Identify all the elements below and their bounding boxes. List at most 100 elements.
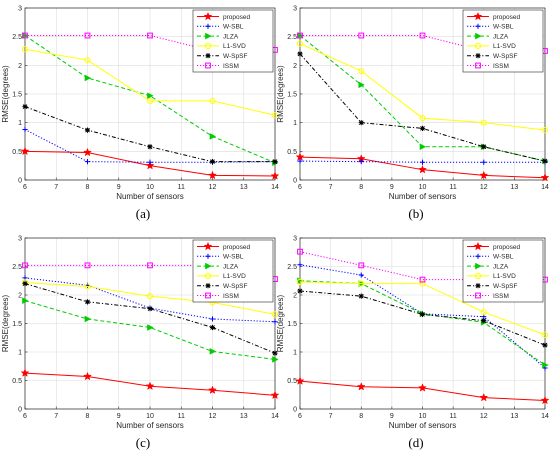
legend-label: W-SpSF (493, 283, 517, 290)
legend-label: L1-SVD (223, 43, 246, 50)
data-point-l1-svd (419, 280, 426, 287)
x-tick-label: 11 (449, 413, 456, 420)
data-point-w-spsf (272, 159, 278, 165)
legend-marker (474, 272, 482, 279)
legend-label: JLZA (493, 263, 509, 270)
x-tick-label: 10 (146, 413, 154, 420)
legend-label: ISSM (223, 63, 239, 70)
data-point-proposed (295, 376, 305, 385)
x-tick-label: 6 (23, 184, 27, 191)
y-tick-label: 2 (18, 63, 22, 70)
legend-box (192, 9, 274, 73)
x-tick-label: 8 (359, 184, 363, 191)
data-point-l1-svd (296, 278, 304, 285)
data-point-w-sbl (358, 272, 364, 278)
legend-marker (475, 23, 481, 29)
data-point-w-spsf (84, 127, 91, 133)
y-tick-label: 3 (293, 236, 297, 243)
legend-label: ISSM (493, 63, 509, 70)
data-point-w-sbl (272, 319, 278, 325)
y-tick-label: 1.5 (12, 321, 22, 328)
legend: proposed W-SBL JLZA L1-SVD W-SpSF ISSM (192, 9, 274, 73)
data-point-proposed (208, 170, 217, 180)
data-point-issm (358, 32, 365, 39)
data-point-l1-svd (358, 67, 365, 75)
data-point-issm (147, 262, 153, 269)
x-tick-label: 6 (298, 184, 302, 191)
legend-label: W-SpSF (223, 53, 247, 60)
x-tick-label: 7 (54, 184, 58, 191)
legend-marker (475, 292, 481, 299)
legend-label: ISSM (493, 293, 509, 300)
x-tick-label: 10 (146, 184, 154, 191)
chart-panel: 6 7 8 9 10 11 12 13 14 0 0.5 1 1.5 2 2.5 3 proposed W-SBL… (1, 236, 280, 450)
data-point-w-spsf (209, 324, 216, 331)
series-line-w-spsf (24, 283, 276, 354)
x-axis-label: Number of sensors (116, 192, 184, 201)
y-tick-label: 0 (293, 178, 297, 185)
legend-marker (203, 11, 213, 21)
data-point-issm (358, 262, 365, 269)
y-tick-label: 0.5 (12, 149, 22, 156)
series-line-l1-svd (299, 43, 546, 131)
data-point-proposed (540, 173, 550, 182)
data-point-proposed (479, 392, 489, 402)
x-tick-label: 13 (240, 413, 248, 420)
legend: proposed W-SBL JLZA L1-SVD W-SpSF ISSM (462, 9, 544, 73)
x-tick-label: 6 (298, 413, 302, 420)
y-tick-label: 2.5 (287, 34, 297, 41)
y-tick-label: 1.5 (287, 321, 297, 328)
legend-marker (475, 262, 482, 270)
y-tick-label: 1 (18, 120, 22, 127)
data-point-proposed (418, 383, 427, 392)
series-line-l1-svd (299, 281, 546, 336)
y-tick-label: 2 (293, 63, 297, 70)
data-point-l1-svd (84, 283, 91, 290)
data-point-jlza (542, 361, 549, 369)
x-tick-label: 11 (178, 413, 185, 420)
legend-marker (205, 32, 212, 40)
legend-label: proposed (223, 244, 250, 251)
series-line-l1-svd (24, 281, 276, 315)
data-point-w-sbl (297, 158, 303, 164)
y-tick-label: 1.5 (287, 92, 297, 99)
legend-label: ISSM (223, 293, 239, 300)
legend-marker (205, 283, 211, 289)
panel-label: (b) (408, 206, 423, 221)
x-tick-label: 11 (178, 184, 185, 191)
x-axis-label: Number of sensors (389, 192, 457, 201)
data-point-l1-svd (21, 46, 29, 53)
y-tick-label: 0.5 (12, 378, 22, 385)
data-point-l1-svd (146, 293, 154, 300)
x-tick-label: 14 (271, 184, 279, 191)
data-point-l1-svd (541, 331, 549, 338)
data-point-l1-svd (480, 119, 487, 126)
data-point-w-sbl (297, 262, 303, 268)
data-point-w-spsf (358, 120, 364, 126)
legend: proposed W-SBL JLZA L1-SVD W-SpSF ISSM (462, 239, 544, 303)
x-tick-label: 13 (240, 184, 248, 191)
data-point-w-sbl (147, 159, 153, 165)
data-point-l1-svd (146, 97, 154, 104)
data-point-w-spsf (297, 51, 303, 57)
data-point-proposed (83, 371, 92, 381)
legend-marker (204, 272, 212, 279)
y-tick-label: 2 (18, 293, 22, 300)
legend-marker (474, 42, 482, 50)
y-tick-label: 3 (293, 6, 297, 13)
x-tick-label: 10 (419, 413, 427, 420)
data-point-l1-svd (480, 309, 487, 316)
data-point-issm (22, 32, 28, 39)
legend-marker (473, 241, 483, 251)
data-point-proposed (479, 170, 489, 180)
legend-label: W-SBL (493, 254, 514, 261)
data-point-jlza (147, 92, 154, 100)
data-point-l1-svd (271, 311, 279, 318)
data-point-jlza (209, 348, 217, 355)
x-tick-label: 7 (329, 184, 333, 191)
data-point-issm (84, 262, 91, 269)
legend-label: JLZA (493, 33, 509, 40)
x-tick-label: 12 (480, 413, 488, 420)
x-tick-label: 13 (510, 413, 518, 420)
